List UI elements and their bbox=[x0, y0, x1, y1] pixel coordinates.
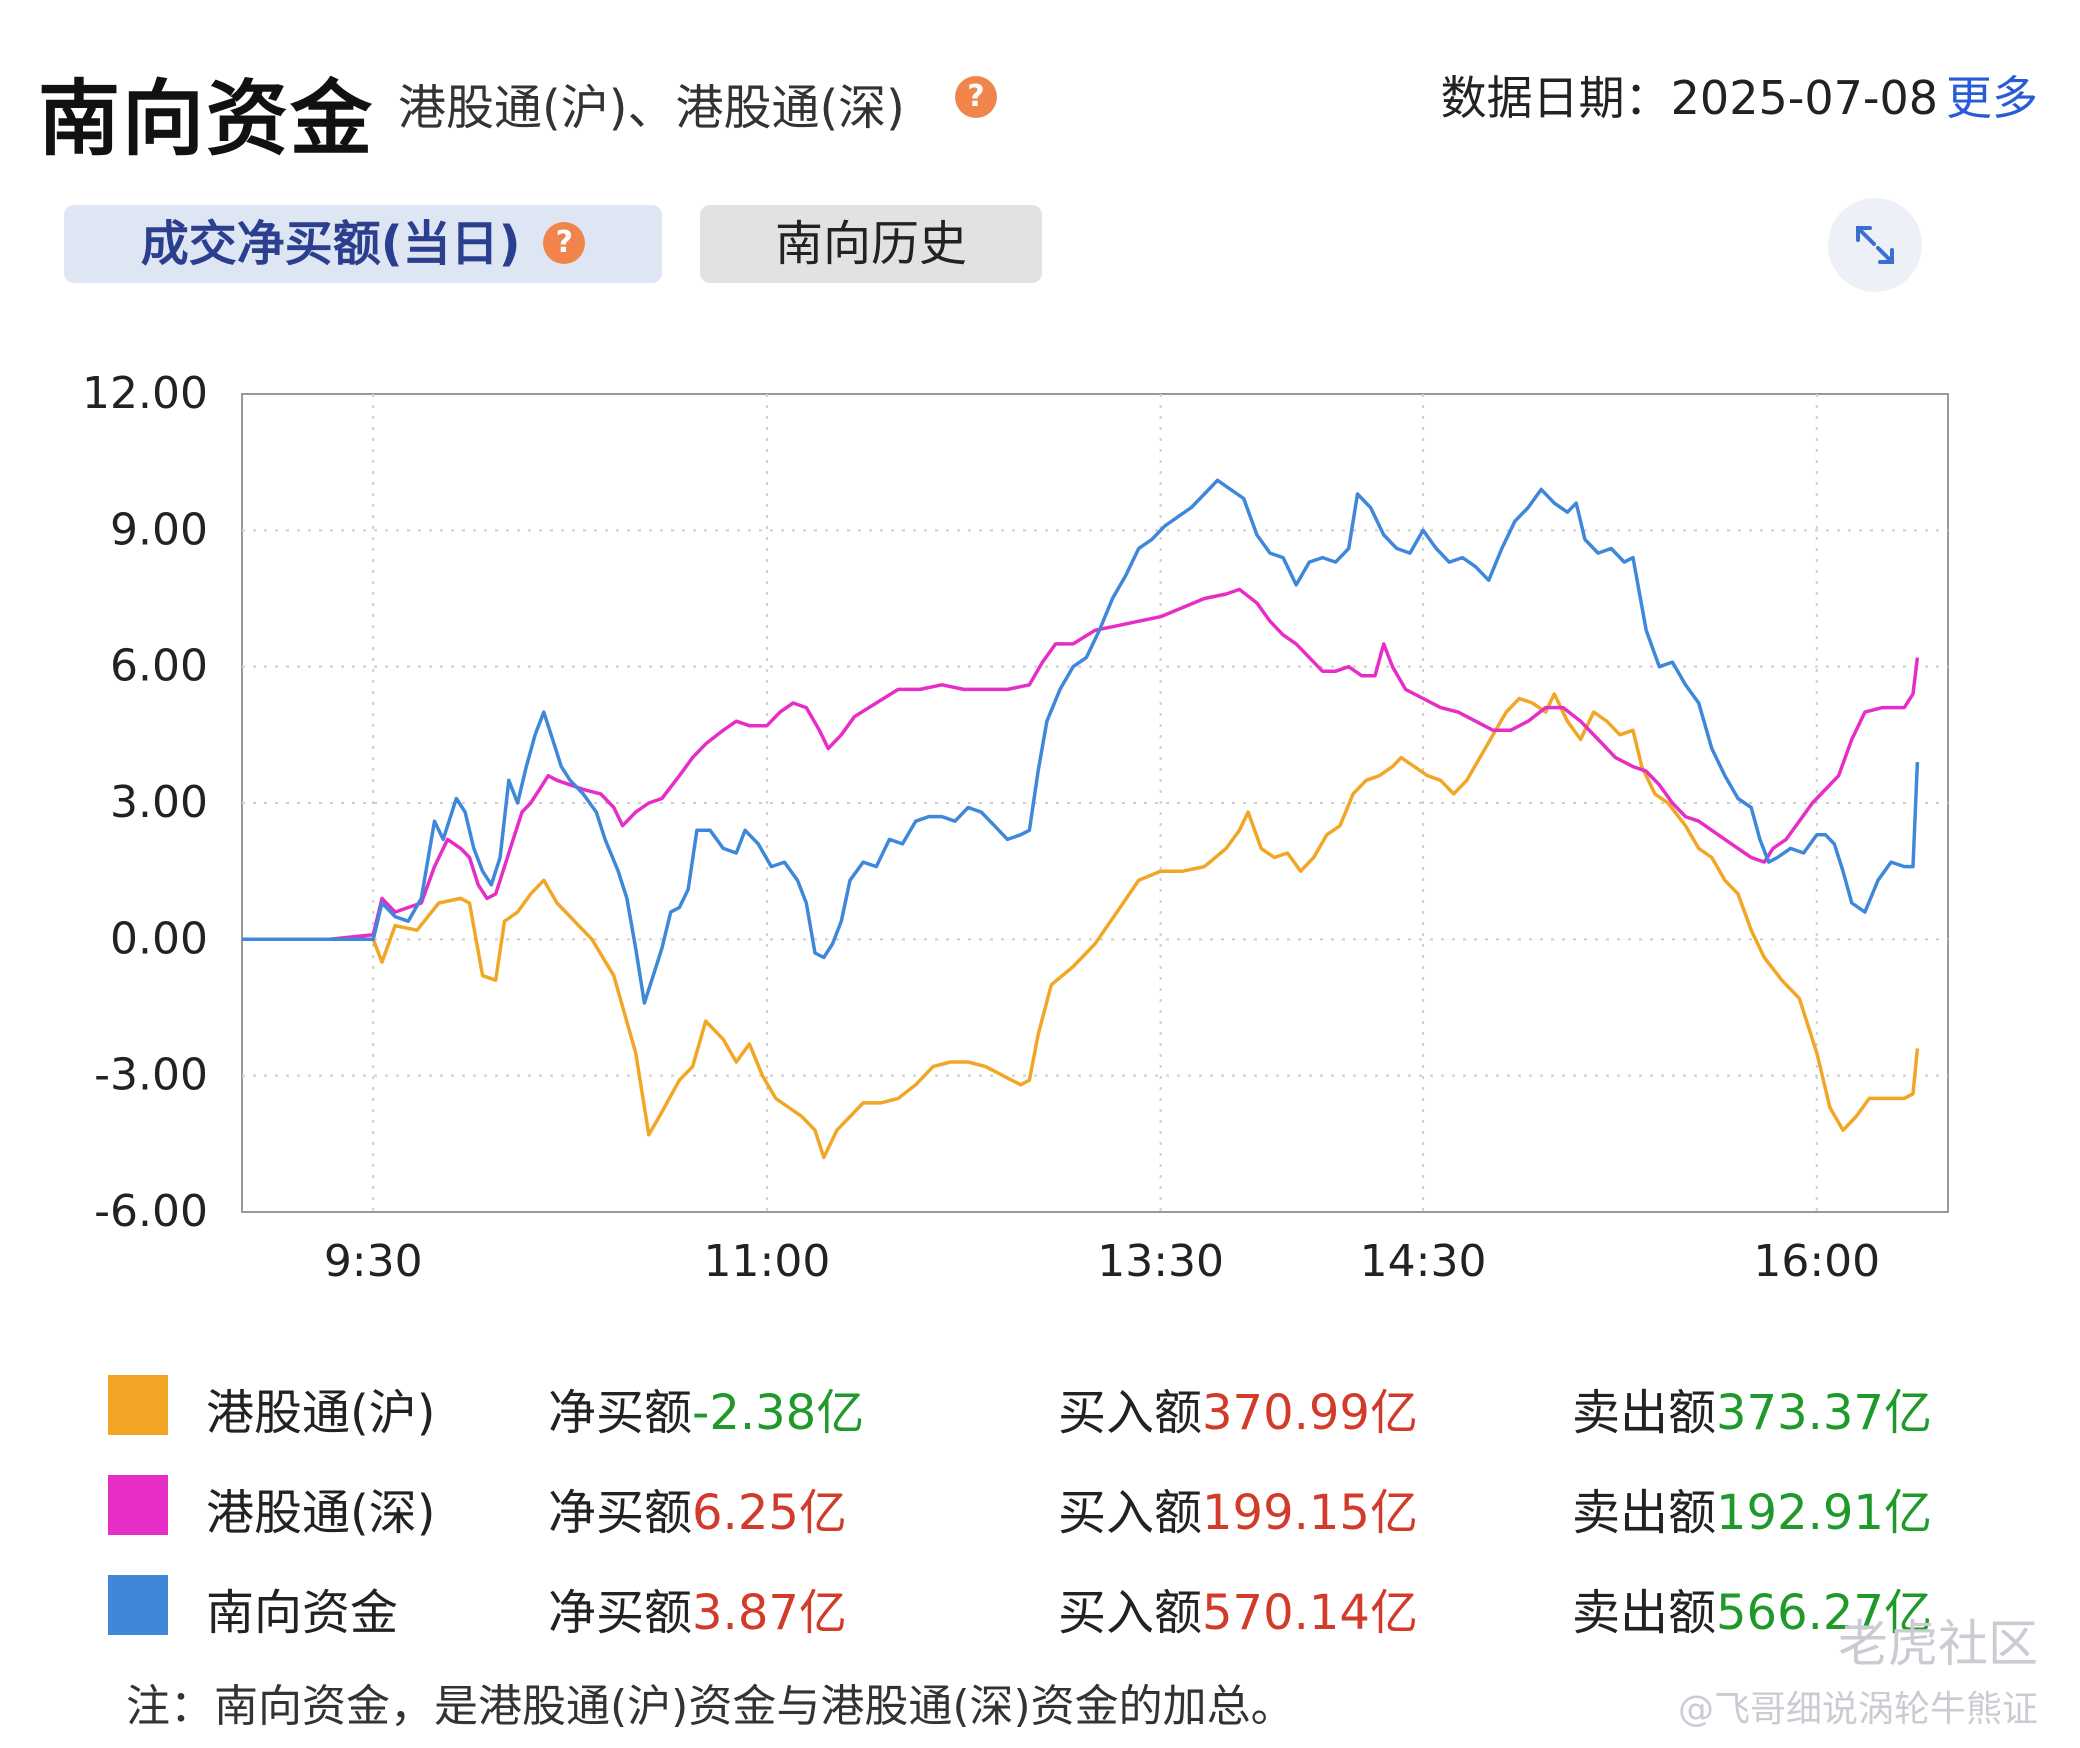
legend-row-total: 南向资金 净买额3.87亿 买入额570.14亿 卖出额566.27亿 bbox=[0, 1555, 2080, 1655]
tab-southbound-history[interactable]: 南向历史 bbox=[700, 205, 1042, 283]
sell-value: 192.91亿 bbox=[1716, 1485, 1932, 1541]
y-tick-label: -6.00 bbox=[94, 1186, 208, 1237]
data-date-text: 数据日期：2025-07-08 bbox=[1440, 71, 1938, 125]
y-tick-label: 0.00 bbox=[110, 913, 208, 964]
net-label: 净买额 bbox=[548, 1385, 693, 1441]
legend-net: 净买额6.25亿 bbox=[548, 1473, 847, 1543]
x-tick-label: 16:00 bbox=[1753, 1236, 1880, 1287]
legend-swatch-total bbox=[108, 1575, 168, 1635]
legend-name: 南向资金 bbox=[206, 1585, 399, 1641]
legend-row-sh: 港股通(沪) 净买额-2.38亿 买入额370.99亿 卖出额373.37亿 bbox=[0, 1355, 2080, 1455]
net-value: 3.87亿 bbox=[692, 1585, 847, 1641]
expand-icon bbox=[1856, 226, 1894, 264]
legend-name: 港股通(深) bbox=[206, 1485, 436, 1541]
expand-button[interactable] bbox=[1828, 198, 1922, 292]
buy-label: 买入额 bbox=[1058, 1585, 1203, 1641]
sell-value: 373.37亿 bbox=[1716, 1385, 1932, 1441]
sell-label: 卖出额 bbox=[1572, 1385, 1717, 1441]
sell-value: 566.27亿 bbox=[1716, 1585, 1932, 1641]
buy-label: 买入额 bbox=[1058, 1485, 1203, 1541]
legend-buy: 买入额370.99亿 bbox=[1058, 1373, 1418, 1443]
legend-swatch-sz bbox=[108, 1475, 168, 1535]
footnote: 注：南向资金，是港股通(沪)资金与港股通(深)资金的加总。 bbox=[126, 1681, 1295, 1732]
x-tick-label: 9:30 bbox=[324, 1236, 423, 1287]
sell-label: 卖出额 bbox=[1572, 1485, 1717, 1541]
page-subtitle: 港股通(沪)、港股通(深) bbox=[398, 80, 905, 136]
tab-net-buy-today[interactable]: 成交净买额(当日) ? bbox=[64, 205, 662, 283]
page-title: 南向资金 bbox=[38, 72, 375, 167]
more-link[interactable]: 更多 bbox=[1946, 71, 2038, 125]
y-tick-label: 6.00 bbox=[110, 641, 208, 692]
x-tick-label: 13:30 bbox=[1097, 1236, 1224, 1287]
y-tick-label: 9.00 bbox=[110, 504, 208, 555]
x-tick-label: 11:00 bbox=[704, 1236, 831, 1287]
legend-swatch-sh bbox=[108, 1375, 168, 1435]
y-tick-label: 12.00 bbox=[82, 368, 208, 419]
legend-buy: 买入额199.15亿 bbox=[1058, 1473, 1418, 1543]
buy-value: 199.15亿 bbox=[1202, 1485, 1418, 1541]
tab-help-icon[interactable]: ? bbox=[543, 222, 586, 264]
sell-label: 卖出额 bbox=[1572, 1585, 1717, 1641]
series-line-1 bbox=[242, 587, 1920, 942]
watermark-author: @飞哥细说涡轮牛熊证 bbox=[1677, 1689, 2038, 1730]
legend-net: 净买额-2.38亿 bbox=[548, 1373, 864, 1443]
buy-label: 买入额 bbox=[1058, 1385, 1203, 1441]
data-date: 数据日期：2025-07-08 更多 bbox=[1441, 62, 2038, 128]
legend-buy: 买入额570.14亿 bbox=[1058, 1573, 1418, 1643]
legend-net: 净买额3.87亿 bbox=[548, 1573, 847, 1643]
legend-name: 港股通(沪) bbox=[206, 1385, 436, 1441]
x-tick-label: 14:30 bbox=[1360, 1236, 1487, 1287]
legend-sell: 卖出额192.91亿 bbox=[1572, 1473, 1932, 1543]
tab-net-buy-today-label: 成交净买额(当日) bbox=[140, 216, 521, 272]
series-line-2 bbox=[242, 478, 1920, 1005]
legend-sell: 卖出额566.27亿 bbox=[1572, 1573, 1932, 1643]
series-line-0 bbox=[242, 692, 1920, 1160]
net-value: 6.25亿 bbox=[692, 1485, 847, 1541]
watermark-brand: 老虎社区 bbox=[1838, 1615, 2038, 1673]
legend-row-sz: 港股通(深) 净买额6.25亿 买入额199.15亿 卖出额192.91亿 bbox=[0, 1455, 2080, 1555]
net-buy-line-chart: 12.00 9.00 6.00 3.00 0.00 -3.00 -6.00 9:30 11:00… bbox=[82, 368, 1949, 1287]
net-label: 净买额 bbox=[548, 1585, 693, 1641]
buy-value: 570.14亿 bbox=[1202, 1585, 1418, 1641]
help-icon[interactable]: ? bbox=[955, 76, 997, 118]
legend-sell: 卖出额373.37亿 bbox=[1572, 1373, 1932, 1443]
net-label: 净买额 bbox=[548, 1485, 693, 1541]
net-value: -2.38亿 bbox=[692, 1385, 865, 1441]
buy-value: 370.99亿 bbox=[1202, 1385, 1418, 1441]
y-tick-label: 3.00 bbox=[110, 777, 208, 828]
tab-southbound-history-label: 南向历史 bbox=[774, 216, 967, 272]
y-tick-label: -3.00 bbox=[94, 1050, 208, 1101]
